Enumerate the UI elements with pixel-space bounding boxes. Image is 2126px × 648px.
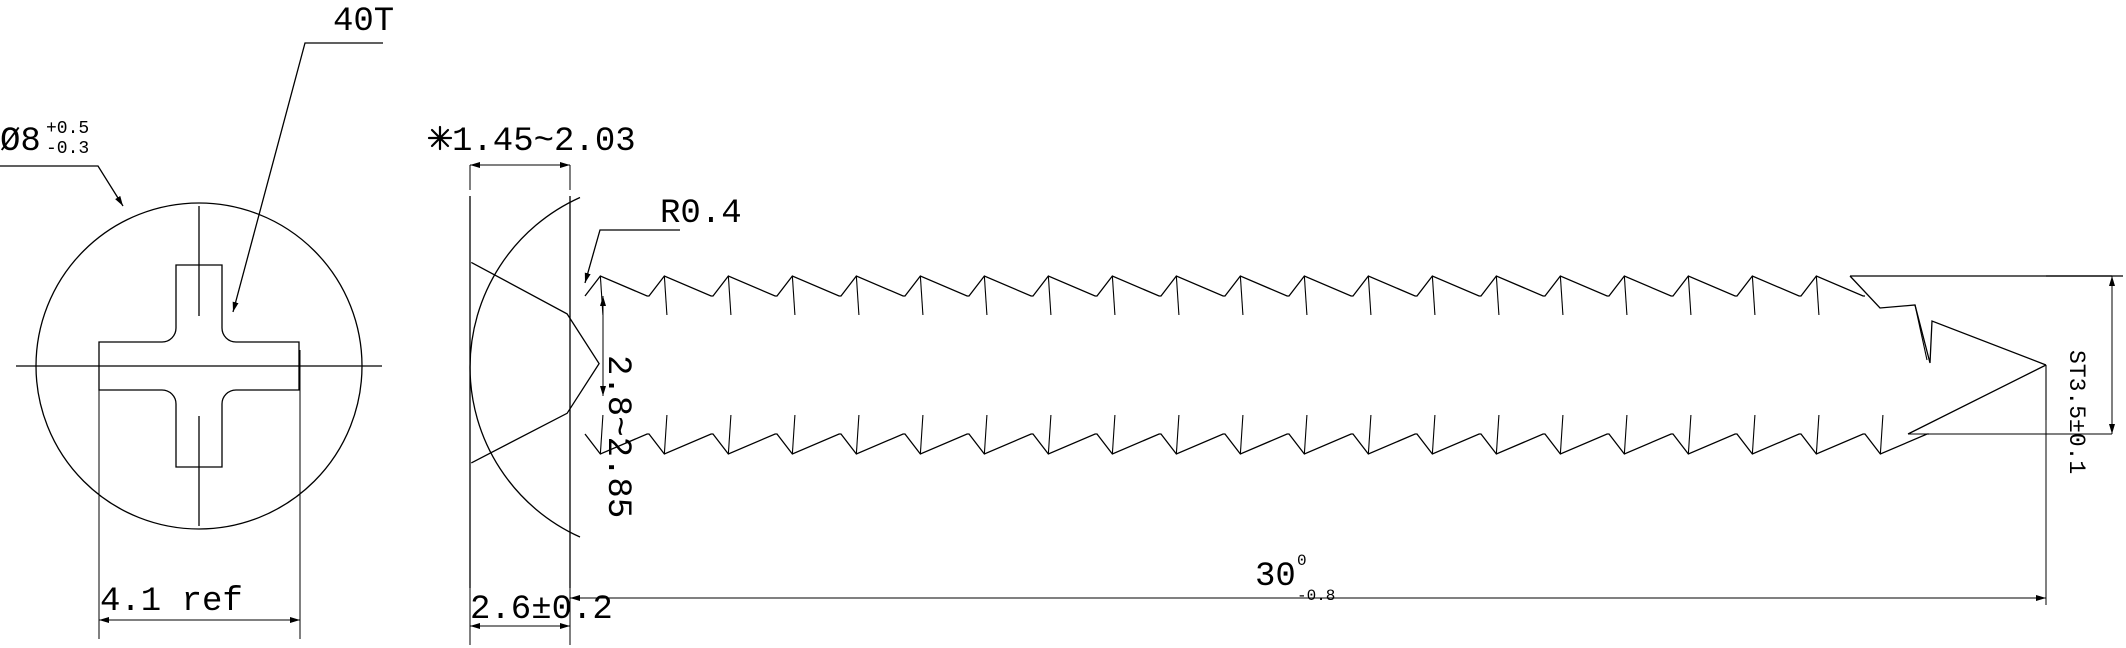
svg-text:1.45~2.03: 1.45~2.03 [452,123,636,161]
svg-text:-0.3: -0.3 [46,139,89,159]
svg-text:2.8~2.85: 2.8~2.85 [598,355,636,518]
svg-text:-0.8: -0.8 [1297,587,1335,605]
svg-text:40T: 40T [333,3,394,41]
svg-text:Ø8: Ø8 [0,123,41,161]
svg-text:R0.4: R0.4 [660,195,742,233]
svg-text:2.6±0.2: 2.6±0.2 [470,591,613,629]
svg-text:+0.5: +0.5 [46,119,89,139]
svg-text:0: 0 [1297,552,1307,570]
svg-text:4.1 ref: 4.1 ref [100,583,243,621]
svg-text:30: 30 [1255,558,1296,596]
svg-text:ST3.5±0.1: ST3.5±0.1 [2063,350,2089,474]
